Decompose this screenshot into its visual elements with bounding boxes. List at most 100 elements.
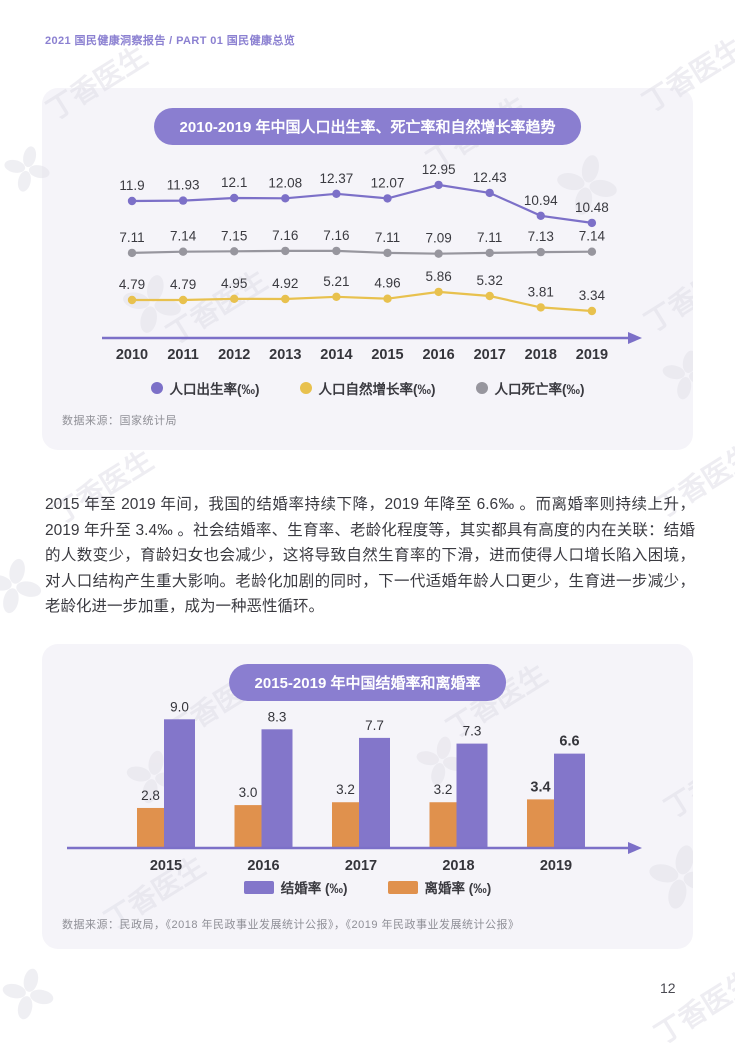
divorce-rate-bar bbox=[429, 802, 457, 848]
data-label: 5.21 bbox=[323, 274, 349, 289]
legend-label: 人口死亡率(‰) bbox=[494, 382, 585, 397]
data-point bbox=[485, 248, 494, 258]
data-label: 10.48 bbox=[575, 200, 609, 215]
divorce-rate-bar bbox=[234, 805, 262, 848]
legend-swatch-icon bbox=[387, 880, 418, 894]
series-line bbox=[131, 249, 592, 255]
data-point bbox=[587, 247, 597, 256]
data-point bbox=[332, 292, 341, 301]
marriage-divorce-bar-chart: 2.8 9.0 3.0 8.3 3.2 7.7 3.2 7.3 3.4 6.6 2015 2016 20… bbox=[67, 699, 642, 874]
series-line bbox=[131, 183, 593, 224]
legend-label: 结婚率 (‰) bbox=[280, 881, 348, 896]
data-label: 7.13 bbox=[528, 229, 554, 244]
data-point bbox=[587, 218, 597, 228]
legend-label: 人口出生率(‰) bbox=[169, 382, 260, 397]
data-label: 7.14 bbox=[170, 229, 197, 244]
data-label: 11.93 bbox=[167, 178, 200, 193]
data-point bbox=[383, 194, 392, 203]
data-label: 12.1 bbox=[221, 175, 247, 190]
divorce-value-label: 3.2 bbox=[434, 782, 453, 797]
data-point bbox=[536, 247, 545, 257]
data-label: 4.79 bbox=[170, 277, 196, 292]
divorce-value-label: 3.0 bbox=[239, 785, 258, 800]
data-point bbox=[178, 247, 188, 256]
data-point bbox=[587, 306, 597, 316]
data-label: 12.07 bbox=[371, 175, 405, 190]
data-label: 12.95 bbox=[422, 162, 456, 177]
x-axis-tick-label: 2011 bbox=[167, 347, 198, 363]
data-point bbox=[434, 180, 443, 190]
line-chart-legend: 人口出生率(‰) 人口自然增长率(‰) 人口死亡率(‰) bbox=[42, 378, 693, 398]
x-axis-tick-label: 2016 bbox=[247, 858, 279, 874]
divorce-rate-bar bbox=[527, 799, 554, 848]
data-point bbox=[383, 294, 392, 303]
marriage-rate-bar bbox=[456, 743, 488, 848]
breadcrumb: 2021 国民健康洞察报告 / PART 01 国民健康总览 bbox=[45, 35, 296, 47]
data-point bbox=[127, 295, 137, 305]
data-label: 3.34 bbox=[579, 288, 606, 303]
data-point bbox=[127, 248, 137, 258]
data-label: 4.95 bbox=[221, 276, 247, 291]
legend-item: 人口自然增长率(‰) bbox=[299, 378, 436, 398]
data-point bbox=[434, 287, 443, 297]
data-label: 12.37 bbox=[320, 171, 354, 186]
watermark-flower-icon bbox=[0, 556, 44, 616]
data-point bbox=[230, 294, 239, 303]
x-axis-tick-label: 2013 bbox=[269, 347, 301, 363]
marriage-divorce-chart-card: 丁香医生 丁香医生 丁香医生 丁香医生 2015-2019 年中国结婚率和离婚率… bbox=[42, 644, 693, 949]
marriage-value-label: 8.3 bbox=[268, 709, 287, 724]
legend-dot-icon bbox=[299, 382, 312, 394]
divorce-value-label: 2.8 bbox=[141, 788, 160, 803]
data-point bbox=[178, 196, 188, 205]
x-axis-tick-label: 2015 bbox=[150, 858, 182, 874]
data-label: 7.16 bbox=[272, 228, 298, 243]
marriage-value-label: 6.6 bbox=[559, 734, 579, 750]
x-axis-tick-label: 2019 bbox=[540, 858, 572, 874]
legend-swatch-icon bbox=[243, 880, 274, 894]
data-label: 7.16 bbox=[323, 228, 349, 243]
x-axis-tick-label: 2015 bbox=[371, 347, 403, 363]
data-point bbox=[332, 189, 341, 198]
legend-item: 离婚率 (‰) bbox=[387, 877, 492, 897]
data-point bbox=[536, 211, 545, 220]
page-number: 12 bbox=[660, 980, 676, 996]
data-label: 7.11 bbox=[119, 230, 144, 245]
x-axis-tick-label: 2017 bbox=[474, 347, 506, 363]
marriage-rate-bar bbox=[554, 753, 585, 848]
marriage-value-label: 7.3 bbox=[463, 724, 482, 739]
data-label: 11.9 bbox=[119, 178, 144, 193]
data-point bbox=[230, 247, 239, 256]
marriage-rate-bar bbox=[261, 729, 293, 848]
chart-title-badge: 2010-2019 年中国人口出生率、死亡率和自然增长率趋势 bbox=[153, 108, 582, 145]
x-axis-arrow bbox=[628, 842, 642, 854]
x-axis-tick-label: 2018 bbox=[525, 347, 557, 363]
legend-label: 人口自然增长率(‰) bbox=[318, 382, 436, 397]
legend-item: 人口出生率(‰) bbox=[150, 378, 260, 398]
data-label: 7.09 bbox=[425, 231, 451, 246]
series-line bbox=[132, 290, 592, 313]
legend-item: 结婚率 (‰) bbox=[243, 877, 348, 897]
watermark-flower-icon bbox=[0, 966, 56, 1022]
data-point bbox=[536, 303, 545, 312]
marriage-rate-bar bbox=[164, 719, 195, 848]
data-point bbox=[332, 246, 341, 256]
x-axis-tick-label: 2018 bbox=[442, 858, 474, 874]
population-trend-chart-card: 丁香医生 丁香医生 丁香医生 2010-2019 年中国人口出生率、死亡率和自然… bbox=[42, 88, 693, 450]
data-point bbox=[127, 196, 137, 206]
data-label: 7.14 bbox=[579, 229, 606, 244]
data-label: 5.32 bbox=[477, 273, 503, 288]
population-line-chart: 2010 2011 2012 2013 2014 2015 2016 2017 2018 2019… bbox=[102, 162, 642, 363]
data-point bbox=[485, 291, 494, 301]
data-point bbox=[178, 295, 188, 305]
data-point bbox=[281, 246, 290, 256]
legend-label: 离婚率 (‰) bbox=[424, 881, 492, 896]
data-label: 4.96 bbox=[374, 276, 400, 291]
data-label: 3.81 bbox=[528, 284, 554, 299]
data-label: 10.94 bbox=[524, 193, 558, 208]
legend-dot-icon bbox=[475, 382, 488, 394]
legend-item: 人口死亡率(‰) bbox=[475, 378, 585, 398]
legend-dot-icon bbox=[150, 382, 163, 394]
data-label: 4.79 bbox=[119, 277, 145, 292]
divorce-rate-bar bbox=[332, 802, 359, 848]
data-label: 5.86 bbox=[425, 269, 451, 284]
